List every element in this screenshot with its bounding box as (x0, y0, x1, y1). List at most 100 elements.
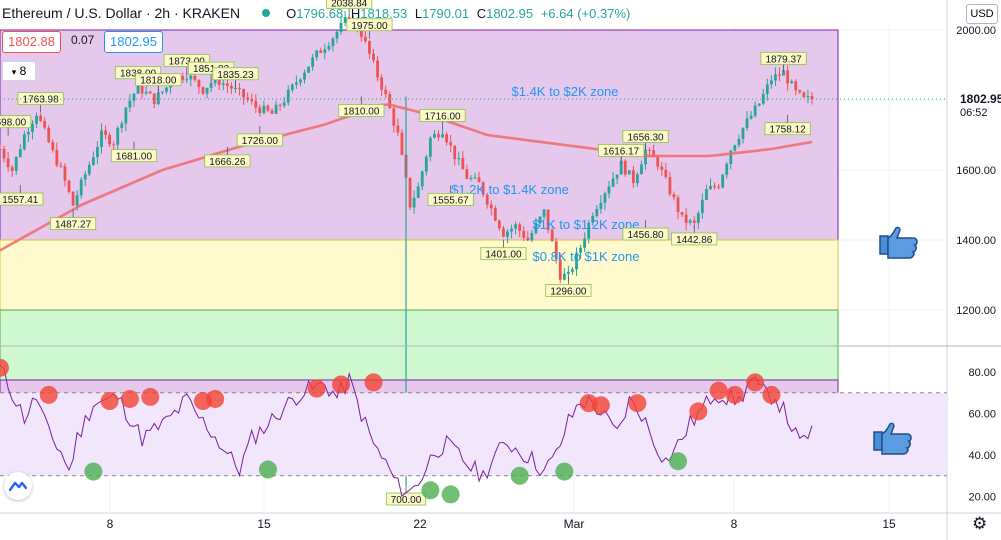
candle (242, 88, 245, 106)
candle (745, 111, 749, 132)
candle-body (242, 89, 245, 98)
change-value: +6.64 (+0.37%) (540, 5, 631, 21)
candle-body (43, 120, 47, 128)
candle-body (579, 247, 582, 253)
candle (274, 100, 278, 114)
candle-body (449, 142, 453, 146)
symbol-title[interactable]: Ethereum / U.S. Dollar · 2h · KRAKEN (2, 5, 241, 21)
candle-body (676, 197, 680, 213)
candle (209, 80, 213, 93)
candle (6, 151, 10, 172)
gear-icon[interactable]: ⚙ (972, 514, 988, 533)
candle-body (534, 223, 538, 234)
currency-button[interactable]: USD (966, 4, 998, 24)
candle (319, 47, 323, 54)
candle-body (161, 91, 164, 93)
time-tick-2: 22 (413, 517, 427, 531)
interval-badge[interactable]: ▾ 8 (2, 61, 36, 81)
candle (542, 208, 546, 220)
candle-body (619, 160, 623, 175)
candle-body (87, 164, 91, 175)
candle (700, 193, 704, 219)
candle (684, 208, 688, 231)
candle-body (615, 174, 619, 179)
candle-body (339, 22, 343, 32)
candle-body (713, 185, 716, 187)
chevron-down-icon: ▾ (11, 67, 17, 77)
candle-body (514, 224, 518, 229)
candle-body (185, 79, 189, 81)
candle (786, 65, 790, 91)
candle-body (266, 105, 270, 111)
candle-body (700, 199, 704, 214)
pointing-hand-icon (879, 226, 918, 259)
price-label-box (764, 122, 811, 136)
candle (485, 192, 489, 209)
candle-body (567, 271, 570, 274)
candle-body (428, 137, 432, 157)
candle-body (420, 171, 424, 187)
buy-price-box[interactable]: 1802.95 (104, 31, 163, 53)
price-label-box (427, 192, 474, 206)
candle (688, 218, 692, 226)
rsi-overbought-marker (689, 402, 708, 421)
price-label-1: 1763.98 (23, 95, 60, 106)
candle-body (705, 189, 708, 200)
candle-body (197, 79, 201, 88)
candle (132, 92, 136, 107)
price-label-16: 1555.67 (433, 195, 470, 206)
candle-body (343, 17, 347, 23)
candle (676, 195, 680, 220)
candle (530, 229, 534, 243)
zone-label-0: $1.4K to $2K zone (512, 84, 619, 99)
candle (721, 173, 725, 189)
rsi-tick-0: 20.00 (968, 492, 996, 504)
candle-body (416, 186, 420, 198)
candle (806, 89, 810, 104)
candle (315, 49, 319, 61)
candle-body (290, 84, 294, 90)
close-value: 1802.95 (486, 5, 534, 21)
rsi-overbought-marker (364, 373, 383, 392)
candle (368, 40, 371, 60)
candle-body (571, 269, 574, 272)
candle (437, 130, 440, 141)
candle-body (238, 87, 241, 90)
sell-price-box[interactable]: 1802.88 (2, 31, 61, 53)
candle (181, 72, 185, 83)
candle (778, 67, 781, 82)
candle-body (542, 209, 546, 217)
price-label-box (480, 247, 527, 261)
candle (757, 103, 761, 107)
candle-body (31, 123, 34, 132)
time-tick-0: 8 (107, 517, 114, 531)
price-label-24: 1879.37 (766, 54, 803, 65)
rsi-overbought-marker (0, 358, 9, 377)
rsi-tick-3: 80.00 (968, 367, 996, 379)
candle-body (136, 82, 140, 94)
price-label-box (326, 0, 373, 9)
candle (327, 41, 331, 52)
price-label-10: 1666.26 (209, 157, 246, 168)
candle (148, 90, 152, 94)
candle (571, 266, 574, 275)
candle-body (230, 85, 233, 89)
price-label-18: 1296.00 (550, 286, 587, 297)
candle-body (538, 216, 542, 224)
candle (477, 171, 481, 183)
candle-body (286, 89, 290, 103)
candle (445, 131, 448, 146)
candle (43, 117, 47, 130)
candle (323, 43, 327, 60)
candle-body (510, 228, 513, 232)
candle (790, 79, 794, 84)
candle-body (562, 273, 566, 280)
ohlc-readout: O1796.68 H1818.53 L1790.01 C1802.95 +6.6… (286, 6, 634, 21)
candle-body (39, 115, 42, 121)
candle-body (270, 110, 274, 114)
candle (449, 134, 453, 153)
candle (680, 212, 684, 218)
tradingview-logo-icon[interactable] (4, 472, 32, 500)
candle-body (331, 38, 335, 46)
